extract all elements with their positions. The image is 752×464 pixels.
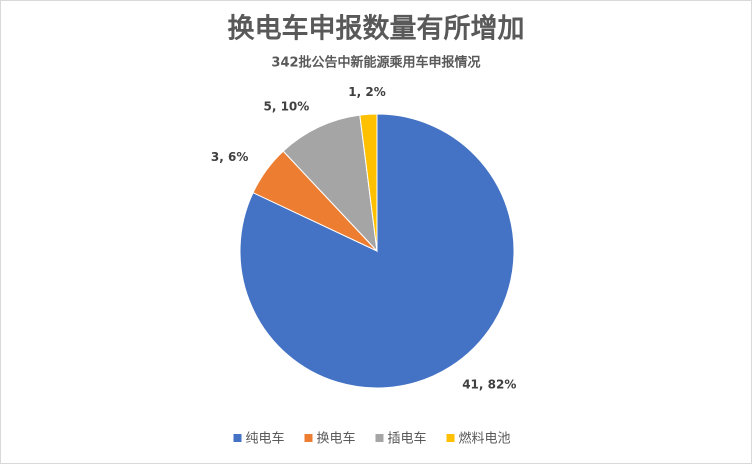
data-label: 5, 10%	[263, 100, 309, 114]
legend-label: 燃料电池	[459, 431, 511, 447]
legend-swatch	[233, 434, 242, 442]
legend-swatch	[446, 434, 455, 442]
legend-label: 换电车	[317, 431, 356, 447]
pie-slice	[239, 113, 515, 389]
data-label: 3, 6%	[211, 150, 248, 164]
legend-label: 纯电车	[246, 431, 285, 447]
legend-swatch	[375, 434, 384, 442]
data-label: 1, 2%	[348, 85, 385, 99]
legend-label: 插电车	[388, 431, 427, 447]
pie-slice	[282, 114, 378, 253]
chart-title: 换电车申报数量有所增加	[228, 13, 525, 45]
data-label: 41, 82%	[462, 378, 516, 392]
legend-swatch	[304, 434, 313, 442]
chart-subtitle: 342批公告中新能源乘用车申报情况	[271, 55, 480, 71]
pie-slice	[359, 113, 378, 252]
